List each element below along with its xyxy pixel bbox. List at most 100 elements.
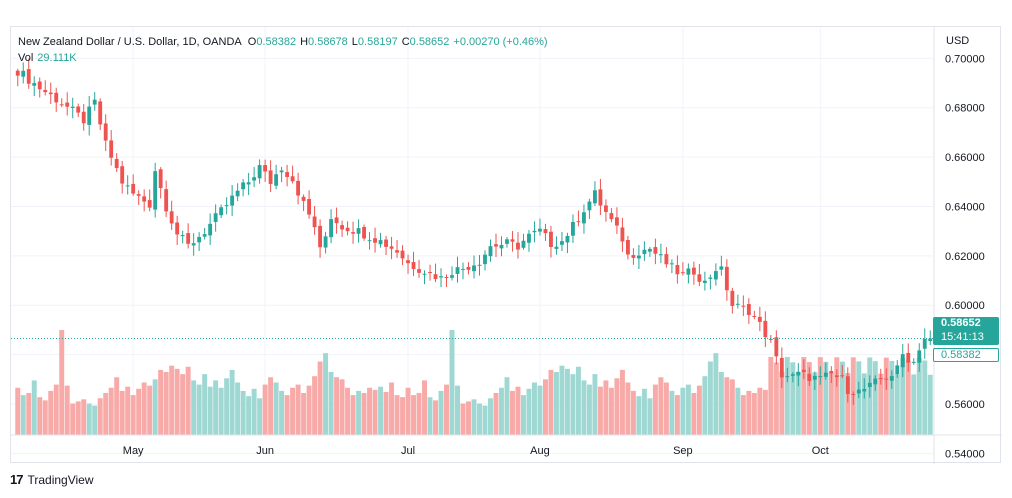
volume-bar: [268, 377, 274, 435]
volume-bar: [762, 389, 768, 435]
volume-bar: [229, 369, 235, 435]
volume-bar: [647, 398, 653, 435]
candle-body: [142, 196, 147, 202]
candle-body: [889, 376, 894, 381]
candle-body: [54, 92, 59, 103]
volume-bar: [515, 386, 521, 435]
volume-bar: [757, 387, 763, 435]
x-tick-label: Oct: [812, 445, 829, 457]
candle-body: [829, 370, 834, 374]
candle-body: [631, 255, 636, 258]
candle-body: [15, 70, 20, 76]
volume-bar: [784, 356, 790, 435]
volume-bar: [702, 376, 708, 435]
candle-body: [477, 264, 482, 266]
high-label: H: [300, 36, 309, 48]
candle-body: [362, 226, 366, 239]
candle-body: [180, 235, 185, 237]
last-price-tag: 0.58652: [933, 317, 999, 331]
candle-body: [103, 123, 108, 141]
candle-body: [851, 394, 856, 396]
candle-body: [845, 376, 850, 394]
volume-bar: [493, 393, 499, 435]
volume-bar: [889, 360, 895, 435]
volume-bar: [147, 385, 153, 435]
candle-body: [488, 246, 493, 257]
volume-bar: [559, 365, 565, 435]
candle-body: [296, 180, 301, 196]
y-tick-label: 0.60000: [945, 300, 985, 312]
volume-bar: [119, 390, 125, 435]
volume-bar: [400, 397, 406, 435]
candle-body: [340, 225, 344, 230]
volume-bar: [427, 397, 433, 435]
volume-bar: [262, 384, 268, 435]
candle-body: [664, 254, 669, 265]
volume-bar: [284, 395, 290, 435]
volume-bar: [70, 403, 76, 435]
volume-bar: [81, 399, 87, 435]
volume-bar: [526, 388, 532, 435]
candle-body: [543, 229, 548, 234]
volume-bar: [812, 372, 818, 435]
candle-body: [757, 316, 762, 322]
volume-bar: [174, 368, 180, 435]
candle-body: [576, 221, 581, 223]
chart-frame[interactable]: 0.540000.560000.580000.600000.620000.640…: [10, 26, 1002, 464]
candle-body: [768, 338, 773, 340]
volume-bar: [779, 371, 785, 435]
candle-body: [516, 242, 520, 250]
candle-body: [384, 239, 388, 247]
candle-body: [246, 182, 251, 185]
candle-body: [840, 375, 845, 377]
volume-label[interactable]: Vol: [18, 52, 34, 64]
symbol-title[interactable]: New Zealand Dollar / U.S. Dollar, 1D, OA…: [18, 36, 242, 48]
candle-body: [625, 239, 630, 255]
volume-bar: [86, 403, 92, 435]
volume-bar: [257, 398, 263, 435]
y-tick-label: 0.66000: [945, 152, 985, 164]
brand[interactable]: 17 TradingView: [10, 472, 94, 487]
volume-bar: [301, 393, 307, 435]
volume-bar: [499, 387, 504, 435]
candle-body: [702, 280, 707, 284]
volume-bar: [312, 376, 318, 435]
y-tick-label: 0.68000: [945, 103, 985, 115]
currency-label[interactable]: USD: [946, 35, 970, 47]
volume-bar: [768, 356, 774, 435]
volume-bar: [136, 388, 142, 435]
candle-body: [719, 266, 724, 270]
volume-bar: [658, 377, 664, 435]
y-tick-label: 0.56000: [945, 399, 985, 411]
volume-bar: [520, 395, 526, 435]
volume-bar: [636, 396, 642, 435]
volume-bar: [235, 382, 241, 435]
candle-body: [900, 354, 905, 368]
volume-bar: [713, 353, 719, 435]
candle-body: [565, 235, 570, 243]
candle-body: [730, 290, 735, 306]
volume-bar: [751, 393, 757, 435]
candle-body: [268, 170, 273, 184]
candle-body: [911, 361, 916, 363]
candle-body: [147, 200, 152, 208]
volume-bar: [652, 384, 658, 435]
volume-bar: [438, 390, 444, 435]
volume-bar: [350, 395, 356, 435]
volume-bar: [729, 379, 735, 435]
candle-body: [867, 382, 872, 388]
volume-bar: [433, 400, 438, 435]
candle-body: [763, 320, 768, 338]
volume-bar: [466, 401, 471, 435]
countdown-tag: 15:41:13: [933, 331, 999, 345]
chart-canvas[interactable]: 0.540000.560000.580000.600000.620000.640…: [11, 27, 1002, 464]
candle-body: [521, 240, 526, 248]
candle-body: [32, 83, 37, 86]
volume-bar: [531, 382, 537, 435]
x-tick-label: May: [123, 445, 144, 457]
volume-bar: [707, 361, 713, 435]
candle-body: [164, 189, 169, 212]
candle-body: [186, 233, 191, 244]
volume-bar: [905, 360, 911, 435]
candle-body: [131, 183, 136, 194]
